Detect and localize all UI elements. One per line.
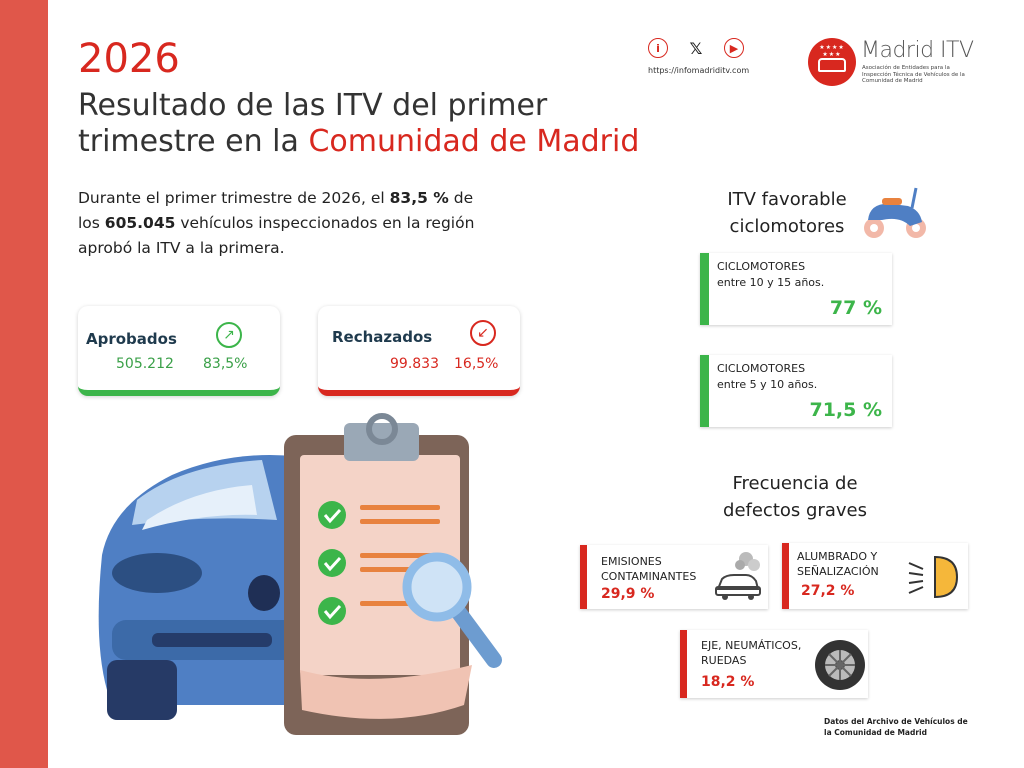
youtube-icon[interactable]: ▶ bbox=[724, 38, 744, 58]
aprobados-card: Aprobados ↗ 505.212 83,5% bbox=[78, 306, 280, 396]
ciclomotores-10-15-label: CICLOMOTORES entre 10 y 15 años. bbox=[717, 259, 824, 291]
footer-line-1: Datos del Archivo de Vehículos de bbox=[824, 717, 968, 726]
logo-subtitle: Asociación de Entidades para la Inspecci… bbox=[862, 65, 965, 84]
rechazados-count: 99.833 bbox=[390, 356, 439, 372]
logo-emblem: ★★★★ ★★★ bbox=[808, 38, 856, 86]
headlight-icon bbox=[908, 555, 959, 599]
alumbrado-value: 27,2 % bbox=[801, 583, 855, 599]
emisiones-label: EMISIONES CONTAMINANTES bbox=[601, 554, 696, 584]
rechazados-percent: 16,5% bbox=[454, 356, 499, 372]
madrid-itv-logo: ★★★★ ★★★ Madrid ITV Asociación de Entida… bbox=[808, 38, 1008, 88]
title-highlight: Comunidad de Madrid bbox=[308, 124, 640, 159]
title-line-1: Resultado de las ITV del primer bbox=[78, 88, 548, 123]
aprobados-percent: 83,5% bbox=[203, 356, 248, 372]
aprobados-label: Aprobados bbox=[86, 330, 177, 348]
tire-icon bbox=[815, 640, 865, 690]
label-line-1: EJE, NEUMÁTICOS, bbox=[701, 639, 802, 652]
title-line-2: trimestre en la Comunidad de Madrid bbox=[78, 124, 718, 160]
eje-card: EJE, NEUMÁTICOS, RUEDAS 18,2 % bbox=[680, 630, 868, 698]
car-icon bbox=[98, 455, 343, 720]
clipboard-icon bbox=[284, 413, 472, 735]
rechazados-label: Rechazados bbox=[332, 328, 433, 346]
magnifier-icon bbox=[402, 552, 502, 668]
rechazados-card: Rechazados ↙ 99.833 16,5% bbox=[318, 306, 520, 396]
arrow-up-right-icon: ↗ bbox=[216, 322, 242, 348]
website-link[interactable]: https://infomadriditv.com bbox=[648, 66, 750, 75]
ciclomotores-title-line-1: ITV favorable bbox=[727, 189, 847, 210]
label-line-2: entre 5 y 10 años. bbox=[717, 378, 818, 391]
ciclomotores-section-title: ITV favorable ciclomotores bbox=[712, 186, 862, 240]
label-line-2: CONTAMINANTES bbox=[601, 570, 697, 583]
car-smoke-icon bbox=[715, 552, 761, 600]
defectos-title-line-1: Frecuencia de bbox=[732, 473, 858, 494]
ciclomotores-5-10-value: 71,5 % bbox=[809, 399, 882, 421]
footer-source: Datos del Archivo de Vehículos de la Com… bbox=[824, 716, 984, 738]
aprobados-count: 505.212 bbox=[116, 356, 174, 372]
defectos-title-line-2: defectos graves bbox=[723, 500, 867, 521]
ciclomotores-5-10-label: CICLOMOTORES entre 5 y 10 años. bbox=[717, 361, 817, 393]
intro-text-2: de los bbox=[78, 189, 474, 232]
emisiones-value: 29,9 % bbox=[601, 586, 655, 602]
ciclomotores-10-15-value: 77 % bbox=[829, 297, 882, 319]
social-links: i 𝕏 ▶ bbox=[648, 38, 744, 58]
defectos-section-title: Frecuencia de defectos graves bbox=[700, 470, 890, 524]
ciclomotores-title-line-2: ciclomotores bbox=[729, 216, 845, 237]
label-line-2: entre 10 y 15 años. bbox=[717, 276, 825, 289]
arrow-down-left-icon: ↙ bbox=[470, 320, 496, 346]
intro-percent: 83,5 % bbox=[389, 189, 449, 207]
car-clipboard-illustration bbox=[98, 413, 502, 735]
emisiones-card: EMISIONES CONTAMINANTES 29,9 % bbox=[580, 545, 768, 609]
x-icon[interactable]: 𝕏 bbox=[689, 38, 703, 58]
ciclomotores-10-15-card: CICLOMOTORES entre 10 y 15 años. 77 % bbox=[700, 253, 892, 325]
left-accent-bar bbox=[0, 0, 48, 768]
logo-title: Madrid ITV bbox=[861, 38, 974, 63]
alumbrado-card: ALUMBRADO Y SEÑALIZACIÓN 27,2 % bbox=[782, 543, 968, 609]
intro-paragraph: Durante el primer trimestre de 2026, el … bbox=[78, 186, 498, 261]
eje-value: 18,2 % bbox=[701, 674, 755, 690]
eje-label: EJE, NEUMÁTICOS, RUEDAS bbox=[701, 638, 801, 668]
title-prefix: trimestre en la bbox=[78, 124, 309, 159]
info-icon[interactable]: i bbox=[648, 38, 668, 58]
label-line-1: EMISIONES bbox=[601, 555, 662, 568]
footer-line-2: la Comunidad de Madrid bbox=[824, 728, 927, 737]
label-line-1: CICLOMOTORES bbox=[717, 362, 806, 375]
label-line-1: CICLOMOTORES bbox=[717, 260, 806, 273]
label-line-2: SEÑALIZACIÓN bbox=[797, 565, 879, 578]
label-line-1: ALUMBRADO Y bbox=[797, 550, 878, 563]
label-line-2: RUEDAS bbox=[701, 654, 747, 667]
ciclomotores-5-10-card: CICLOMOTORES entre 5 y 10 años. 71,5 % bbox=[700, 355, 892, 427]
page-title: Resultado de las ITV del primer trimestr… bbox=[78, 88, 718, 160]
alumbrado-label: ALUMBRADO Y SEÑALIZACIÓN bbox=[797, 549, 879, 579]
intro-text-3: vehículos inspeccionados en la región ap… bbox=[78, 214, 475, 257]
stars-icon: ★★★★ ★★★ bbox=[819, 44, 845, 58]
intro-total: 605.045 bbox=[104, 214, 176, 232]
page-year: 2026 bbox=[78, 36, 180, 82]
scooter-icon bbox=[864, 187, 926, 238]
car-icon bbox=[818, 58, 846, 72]
intro-text-1: Durante el primer trimestre de 2026, el bbox=[78, 189, 390, 207]
